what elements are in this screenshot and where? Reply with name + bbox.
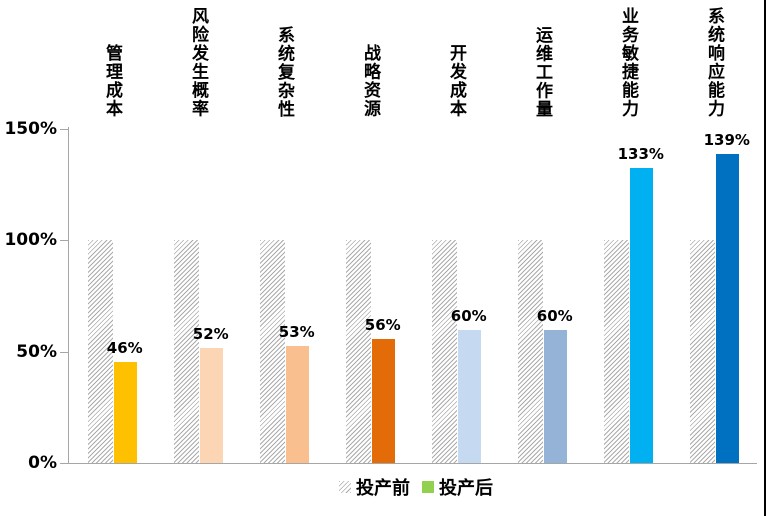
category-label: 管理成本 <box>102 44 123 118</box>
y-axis-tick-mark <box>60 463 68 464</box>
y-axis-tick-label: 0% <box>28 453 57 473</box>
bar-value-label: 60% <box>536 307 573 326</box>
green-swatch-icon <box>422 481 434 493</box>
bar-after-production <box>628 166 653 463</box>
category-labels: 管理成本 风险发生概率 系统复杂性 战略资源 开发成本 运维工作量 业务敏捷能力 系统响应能力 <box>0 0 766 118</box>
legend-label-after: 投产后 <box>439 478 493 499</box>
y-axis-tick-mark <box>60 129 68 130</box>
bar-value-label: 52% <box>192 325 229 344</box>
bar-after-production <box>112 360 137 463</box>
bar-before-production <box>518 240 543 463</box>
bar-after-production <box>714 153 739 463</box>
y-axis-tick-mark <box>60 240 68 242</box>
category-label: 战略资源 <box>360 44 381 118</box>
bar-value-label: 46% <box>106 338 143 357</box>
x-axis-line <box>68 463 757 464</box>
category-label: 系统复杂性 <box>274 25 295 119</box>
bar-value-label: 53% <box>278 322 315 341</box>
y-axis-tick-label: 50% <box>16 341 57 362</box>
bar-before-production <box>690 240 715 463</box>
bar-value-label: 139% <box>703 131 750 150</box>
bar-after-production <box>198 347 223 463</box>
bar-after-production <box>370 338 395 463</box>
legend-label-before: 投产前 <box>356 478 410 499</box>
category-label: 系统响应能力 <box>704 7 725 118</box>
bar-value-label: 56% <box>364 316 401 335</box>
legend-item-before: 投产前 <box>339 474 410 500</box>
category-label: 开发成本 <box>446 44 467 118</box>
bar-before-production <box>346 240 371 463</box>
bar-before-production <box>260 240 285 463</box>
category-label: 业务敏捷能力 <box>618 7 639 118</box>
right-border-line <box>764 0 766 516</box>
y-axis-line <box>68 127 69 463</box>
category-label: 风险发生概率 <box>188 7 209 118</box>
bar-value-label: 60% <box>450 307 487 326</box>
bar-after-production <box>456 329 481 463</box>
bar-before-production <box>604 240 629 463</box>
category-label: 运维工作量 <box>532 25 553 119</box>
bar-before-production <box>88 240 113 463</box>
bar-before-production <box>432 240 457 463</box>
bar-before-production <box>174 240 199 463</box>
bar-after-production <box>542 329 567 463</box>
bar-value-label: 133% <box>617 144 664 163</box>
hatched-swatch-icon <box>339 481 351 493</box>
legend-item-after: 投产后 <box>422 474 493 500</box>
bar-after-production <box>284 344 309 463</box>
y-axis-tick-label: 100% <box>4 230 57 251</box>
legend: 投产前 投产后 <box>33 474 766 500</box>
y-axis-tick-label: 150% <box>4 119 57 139</box>
y-axis-tick-mark <box>60 351 68 353</box>
